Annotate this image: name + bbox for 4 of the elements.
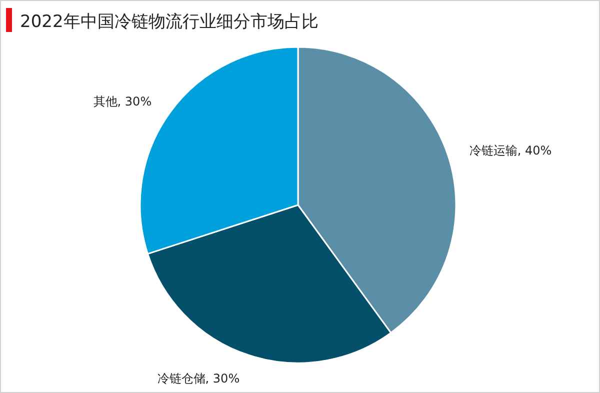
slice-label: 其他, 30% (93, 94, 152, 109)
slice-label: 冷链仓储, 30% (157, 371, 240, 386)
chart-title: 2022年中国冷链物流行业细分市场占比 (20, 12, 318, 32)
slice-label: 冷链运输, 40% (469, 144, 552, 158)
